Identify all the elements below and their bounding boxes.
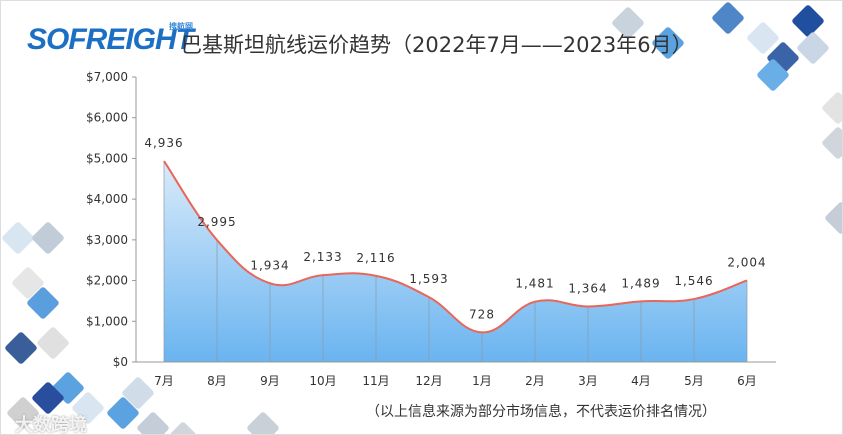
area-fill bbox=[164, 161, 747, 362]
data-label: 1,546 bbox=[674, 274, 713, 288]
x-tick-label: 2月 bbox=[525, 374, 545, 388]
series-line bbox=[163, 160, 748, 334]
data-label: 2,133 bbox=[303, 250, 342, 264]
x-tick-label: 10月 bbox=[309, 374, 336, 388]
y-tick-label: $1,000 bbox=[86, 314, 128, 328]
x-tick-label: 3月 bbox=[578, 374, 598, 388]
data-label: 2,995 bbox=[197, 215, 236, 229]
x-tick-label: 5月 bbox=[684, 374, 704, 388]
x-tick-label: 9月 bbox=[260, 374, 280, 388]
data-label: 4,936 bbox=[144, 136, 183, 150]
data-label: 728 bbox=[469, 307, 495, 321]
x-tick-label: 6月 bbox=[737, 374, 757, 388]
x-tick-label: 1月 bbox=[472, 374, 492, 388]
y-tick-label: $0 bbox=[113, 355, 128, 369]
source-note: （以上信息来源为部分市场信息，不代表运价排名情况） bbox=[366, 404, 716, 420]
y-tick-label: $7,000 bbox=[86, 70, 128, 84]
data-label: 2,004 bbox=[727, 255, 766, 269]
x-tick-label: 12月 bbox=[415, 374, 442, 388]
watermark: 大数跨境 bbox=[15, 415, 87, 435]
y-tick-label: $2,000 bbox=[86, 274, 128, 288]
x-tick-label: 8月 bbox=[207, 374, 227, 388]
data-label: 1,364 bbox=[568, 281, 607, 295]
data-label: 1,489 bbox=[621, 276, 660, 290]
y-tick-label: $4,000 bbox=[86, 192, 128, 206]
data-label: 2,116 bbox=[356, 251, 395, 265]
sofreight-logo: SOFREIGHT 搜航网 bbox=[27, 22, 194, 56]
x-tick-label: 11月 bbox=[362, 374, 389, 388]
data-label: 1,481 bbox=[515, 277, 554, 291]
data-label: 1,934 bbox=[250, 258, 289, 272]
y-tick-label: $6,000 bbox=[86, 111, 128, 125]
y-tick-label: $5,000 bbox=[86, 151, 128, 165]
x-tick-label: 7月 bbox=[154, 374, 174, 388]
chart-title: 巴基斯坦航线运价趋势（2022年7月——2023年6月） bbox=[181, 33, 693, 57]
x-tick-label: 4月 bbox=[631, 374, 651, 388]
y-tick-label: $3,000 bbox=[86, 233, 128, 247]
data-label: 1,593 bbox=[409, 272, 448, 286]
